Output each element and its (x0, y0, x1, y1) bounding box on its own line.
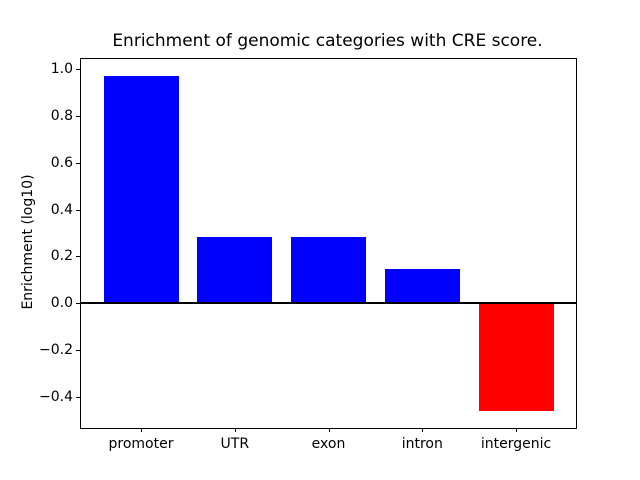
x-tick-label-promoter: promoter (108, 436, 174, 452)
x-tick-label-intron: intron (401, 436, 443, 452)
bar-intron (384, 268, 460, 304)
x-tick-intergenic (516, 428, 517, 432)
y-tick-label-0.4: 0.4 (50, 201, 73, 218)
x-tick-UTR (234, 428, 236, 432)
x-tick-label-intergenic: intergenic (480, 436, 552, 452)
bar-exon (291, 236, 366, 304)
y-tick-1.0 (76, 68, 80, 70)
y-axis-label: Enrichment (log10) (20, 174, 36, 310)
y-tick-label-−0.4: −0.4 (39, 389, 73, 406)
y-tick-−0.4 (76, 397, 80, 399)
x-tick-exon (328, 428, 330, 432)
y-tick-label-0.2: 0.2 (50, 248, 73, 265)
bar-UTR (197, 236, 273, 304)
y-tick-label-1.0: 1.0 (50, 60, 73, 77)
y-tick-0.8 (76, 115, 80, 117)
chart-title: Enrichment of genomic categories with CR… (112, 31, 543, 51)
y-tick-label-0.0: 0.0 (50, 295, 73, 312)
plot-area: promoter UTR exon intron intergenic 1.0 0.8 0.6… (39, 58, 577, 452)
y-tick-label-0.8: 0.8 (50, 107, 73, 124)
y-tick-label-0.6: 0.6 (50, 154, 73, 171)
x-tick-promoter (141, 428, 142, 432)
zero-line (81, 302, 576, 305)
y-tick-−0.2 (76, 350, 80, 352)
bar-promoter (103, 75, 179, 304)
y-tick-0.6 (76, 162, 80, 164)
x-tick-label-exon: exon (311, 436, 346, 452)
y-tick-0.4 (76, 209, 80, 211)
y-tick-0.2 (76, 256, 80, 258)
y-tick-label-−0.2: −0.2 (39, 342, 73, 359)
x-tick-label-UTR: UTR (220, 436, 250, 452)
y-tick-0.0 (76, 303, 80, 305)
bar-intergenic (478, 303, 554, 412)
x-tick-intron (422, 428, 424, 432)
